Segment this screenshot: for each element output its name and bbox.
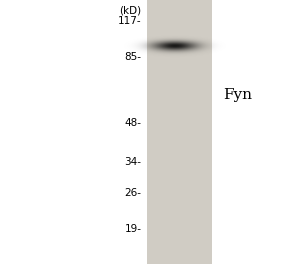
- Text: 48-: 48-: [125, 118, 142, 128]
- Text: 85-: 85-: [125, 52, 142, 62]
- Text: Fyn: Fyn: [224, 88, 252, 102]
- Text: 19-: 19-: [125, 224, 142, 234]
- Text: 34-: 34-: [125, 157, 142, 167]
- Text: 117-: 117-: [118, 16, 142, 26]
- Text: (kD): (kD): [119, 5, 142, 15]
- Text: 26-: 26-: [125, 188, 142, 198]
- Bar: [147, 0, 212, 264]
